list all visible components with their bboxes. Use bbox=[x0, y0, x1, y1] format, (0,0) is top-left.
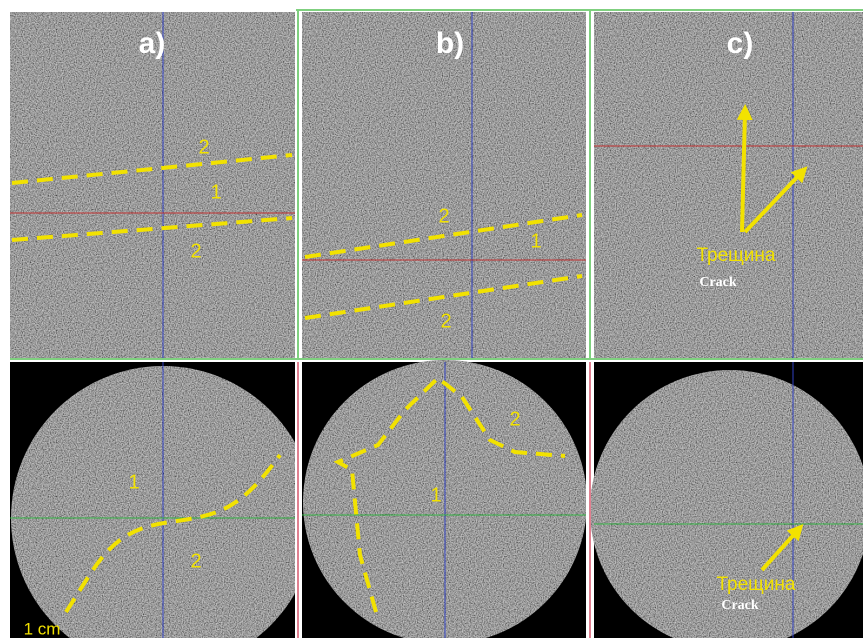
scale-label: 1 cm bbox=[24, 619, 61, 638]
panel-label: c) bbox=[727, 27, 754, 60]
zone-label: 2 bbox=[198, 136, 209, 158]
zone-label: 2 bbox=[440, 310, 451, 332]
zone-label: 1 bbox=[128, 471, 139, 493]
panel-label: a) bbox=[139, 27, 166, 60]
scan-image bbox=[302, 12, 586, 358]
scan-image bbox=[594, 12, 863, 358]
zone-label: 2 bbox=[190, 550, 201, 572]
zone-label: 1 bbox=[530, 230, 541, 252]
zone-label: 1 bbox=[430, 484, 441, 506]
annotation-en: Crack bbox=[721, 598, 759, 613]
panel-label: b) bbox=[436, 27, 464, 60]
zone-label: 1 bbox=[210, 181, 221, 203]
annotation: Трещина bbox=[717, 574, 796, 595]
zone-label: 2 bbox=[509, 408, 520, 430]
annotation: Трещина bbox=[697, 245, 776, 266]
zone-label: 2 bbox=[190, 240, 201, 262]
figure: a) b) c) 2 1 2 2 1 2 Трещина Crack 1 2 1… bbox=[0, 0, 863, 638]
zone-label: 2 bbox=[438, 205, 449, 227]
scan-image bbox=[10, 12, 295, 358]
scan-image bbox=[302, 360, 586, 638]
annotation-en: Crack bbox=[699, 275, 737, 290]
